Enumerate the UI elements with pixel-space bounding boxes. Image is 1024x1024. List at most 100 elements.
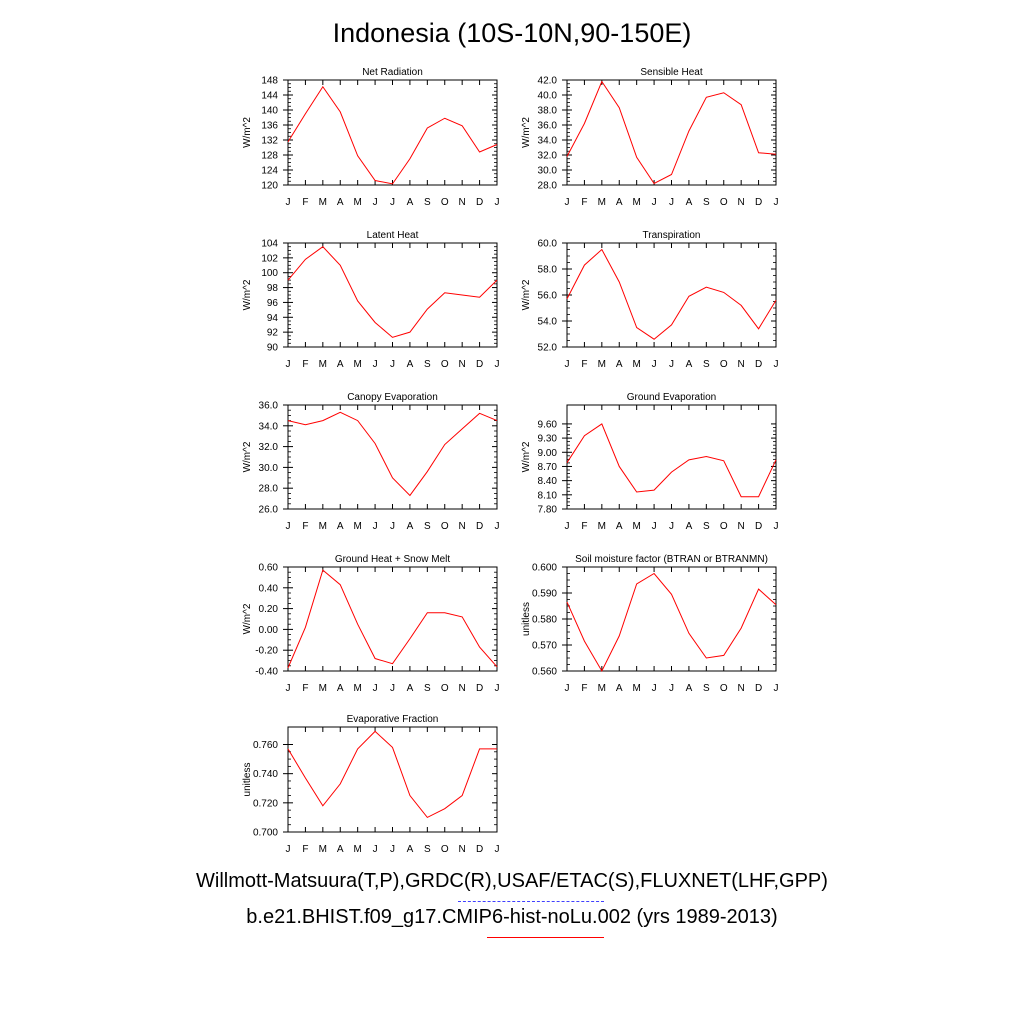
x-tick-label: M	[598, 197, 606, 208]
x-tick-label: A	[337, 844, 344, 855]
panel-title: Sensible Heat	[640, 67, 702, 78]
panel-canopy-evaporation: Canopy Evaporation W/m^2 26.0 28.0 30.0 32.0 3…	[242, 392, 500, 532]
x-tick-label: J	[286, 359, 291, 370]
x-tick-label: F	[581, 683, 587, 694]
x-tick-label: M	[353, 683, 361, 694]
plot-frame	[566, 566, 777, 672]
y-axis-label: unitless	[242, 763, 253, 797]
panel-net-radiation: Net Radiation W/m^2 120 124 128 132 136 140 144 1…	[242, 67, 500, 208]
plot-frame	[287, 79, 498, 186]
x-tick-label: J	[652, 197, 657, 208]
y-tick-label: 148	[261, 76, 278, 87]
x-tick-label: A	[337, 521, 344, 532]
y-tick-label: 42.0	[538, 76, 558, 87]
x-tick-label: D	[476, 359, 483, 370]
x-tick-label: J	[565, 359, 570, 370]
x-tick-label: O	[441, 197, 449, 208]
y-tick-label: 120	[261, 181, 278, 192]
x-tick-label: F	[581, 197, 587, 208]
y-tick-label: 38.0	[538, 106, 558, 117]
y-tick-label: 9.00	[538, 448, 558, 459]
panel-title: Transpiration	[643, 230, 701, 241]
x-tick-label: A	[616, 683, 623, 694]
y-tick-label: 0.760	[253, 740, 278, 751]
x-tick-label: J	[495, 683, 500, 694]
y-tick-label: 0.590	[532, 589, 557, 600]
y-tick-label: 8.70	[538, 462, 558, 473]
x-tick-label: N	[459, 521, 466, 532]
x-tick-label: A	[407, 521, 414, 532]
x-tick-label: J	[495, 521, 500, 532]
y-tick-label: 0.580	[532, 615, 557, 626]
x-tick-label: J	[669, 521, 674, 532]
y-axis-label: W/m^2	[521, 441, 532, 472]
x-tick-label: M	[632, 683, 640, 694]
x-tick-label: J	[774, 521, 779, 532]
x-tick-label: D	[755, 521, 762, 532]
series-line	[287, 730, 497, 819]
x-tick-label: A	[337, 359, 344, 370]
x-tick-label: M	[353, 359, 361, 370]
x-tick-label: M	[353, 197, 361, 208]
x-tick-label: F	[302, 359, 308, 370]
x-tick-label: O	[720, 683, 728, 694]
x-tick-label: N	[459, 359, 466, 370]
y-tick-label: 92	[267, 328, 279, 339]
y-tick-label: 0.40	[259, 583, 279, 594]
y-tick-label: 26.0	[259, 505, 279, 516]
x-tick-label: J	[373, 683, 378, 694]
x-tick-label: J	[669, 197, 674, 208]
x-tick-label: N	[738, 521, 745, 532]
y-axis-label: W/m^2	[242, 603, 253, 634]
x-tick-label: F	[302, 521, 308, 532]
x-tick-label: A	[407, 683, 414, 694]
x-tick-label: N	[459, 683, 466, 694]
x-tick-label: S	[424, 844, 431, 855]
y-axis-label: W/m^2	[242, 279, 253, 310]
y-tick-label: 96	[267, 298, 279, 309]
x-tick-label: D	[476, 683, 483, 694]
y-tick-label: 52.0	[538, 343, 558, 354]
y-tick-label: 30.0	[259, 463, 279, 474]
series-line	[287, 85, 498, 185]
x-tick-label: M	[632, 359, 640, 370]
plot-frame	[566, 404, 777, 510]
x-tick-label: A	[686, 683, 693, 694]
y-tick-label: 102	[261, 253, 278, 264]
x-tick-label: M	[353, 844, 361, 855]
x-tick-label: F	[581, 359, 587, 370]
x-tick-label: O	[720, 521, 728, 532]
x-tick-label: J	[390, 359, 395, 370]
y-tick-label: 40.0	[538, 91, 558, 102]
x-tick-label: A	[407, 844, 414, 855]
x-tick-label: M	[632, 521, 640, 532]
y-tick-label: 144	[261, 91, 278, 102]
x-tick-label: J	[652, 521, 657, 532]
y-tick-label: 0.20	[259, 604, 279, 615]
y-tick-label: -0.20	[255, 646, 278, 657]
plot-frame	[287, 404, 498, 510]
legend-observations-label: Willmott-Matsuura(T,P),GRDC(R),USAF/ETAC…	[196, 870, 828, 892]
x-tick-label: M	[319, 359, 327, 370]
y-tick-label: 104	[261, 239, 278, 250]
panel-title: Latent Heat	[367, 230, 419, 241]
y-tick-label: 136	[261, 121, 278, 132]
x-tick-label: J	[373, 197, 378, 208]
x-tick-label: A	[616, 197, 623, 208]
x-tick-label: S	[703, 197, 710, 208]
y-tick-label: 0.600	[532, 563, 557, 574]
legend-observations-swatch	[458, 901, 604, 902]
y-axis-label: W/m^2	[521, 117, 532, 148]
panel-title: Canopy Evaporation	[347, 392, 438, 403]
x-tick-label: M	[319, 521, 327, 532]
y-tick-label: 100	[261, 268, 278, 279]
plot-frame	[287, 726, 498, 833]
plot-frame	[566, 242, 777, 348]
y-tick-label: 9.30	[538, 434, 558, 445]
x-tick-label: A	[686, 197, 693, 208]
x-tick-label: N	[738, 359, 745, 370]
x-tick-label: S	[703, 521, 710, 532]
